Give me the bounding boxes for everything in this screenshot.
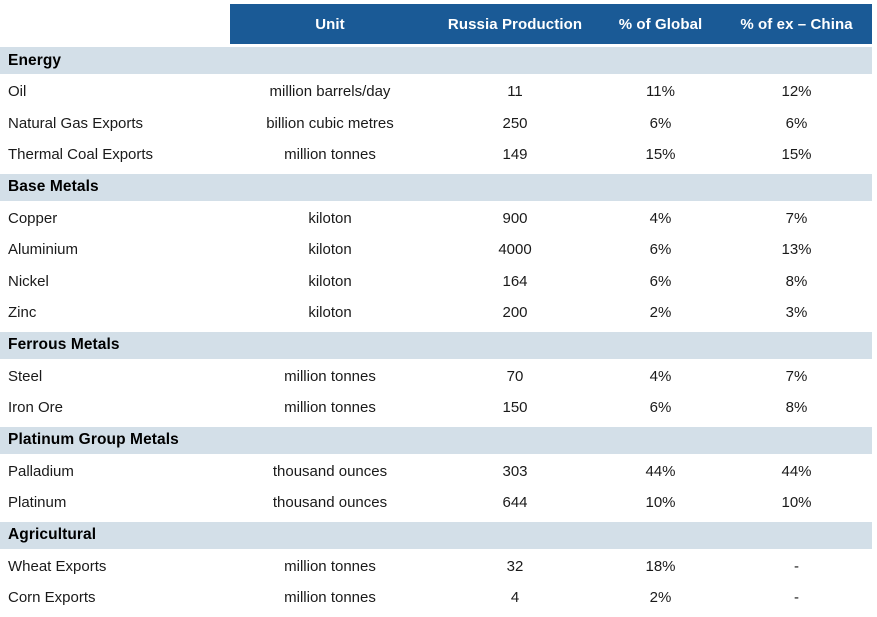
cell-russia-production: 32 [506, 557, 524, 575]
cell-russia-production: 900 [502, 209, 528, 227]
cell-unit: kiloton [308, 304, 352, 322]
cell-unit: million tonnes [284, 146, 376, 164]
cell-pct-global: 2% [649, 589, 672, 607]
cell-pct-ex-china: 12% [781, 83, 812, 101]
cell-unit: thousand ounces [272, 494, 388, 512]
section-title: Platinum Group Metals [0, 426, 872, 454]
table-header-row: Unit Russia Production % of Global % of … [0, 4, 872, 44]
row-label: Steel [8, 367, 43, 385]
row-label: Corn Exports [8, 589, 96, 607]
cell-pct-ex-china: 13% [781, 241, 812, 259]
section-title: Base Metals [0, 173, 872, 201]
cell-pct-ex-china: 8% [785, 272, 808, 290]
column-header-pct-ex-china: % of ex – China [721, 4, 872, 44]
row-label: Iron Ore [8, 399, 64, 417]
cell-russia-production: 250 [502, 114, 528, 132]
cell-pct-global: 6% [649, 399, 672, 417]
cell-unit: thousand ounces [272, 462, 388, 480]
row-label: Wheat Exports [8, 557, 107, 575]
row-label: Zinc [8, 304, 37, 322]
cell-unit: billion cubic metres [266, 114, 394, 132]
cell-pct-global: 4% [649, 209, 672, 227]
table-row: Platinum thousand ounces 644 10% 10% [0, 487, 872, 519]
cell-russia-production: 164 [502, 272, 528, 290]
cell-pct-global: 15% [645, 146, 676, 164]
cell-russia-production: 644 [502, 494, 528, 512]
cell-pct-global: 6% [649, 114, 672, 132]
row-label: Thermal Coal Exports [8, 146, 154, 164]
cell-russia-production: 4 [510, 589, 520, 607]
cell-pct-global: 4% [649, 367, 672, 385]
row-label: Oil [8, 83, 27, 101]
table-row: Nickel kiloton 164 6% 8% [0, 266, 872, 298]
cell-pct-global: 44% [645, 462, 676, 480]
table-row: Aluminium kiloton 4000 6% 13% [0, 234, 872, 266]
row-label: Aluminium [8, 241, 79, 259]
cell-russia-production: 150 [502, 399, 528, 417]
cell-unit: million barrels/day [269, 83, 391, 101]
table-row: Iron Ore million tonnes 150 6% 8% [0, 392, 872, 424]
cell-russia-production: 200 [502, 304, 528, 322]
cell-unit: kiloton [308, 241, 352, 259]
row-label: Palladium [8, 462, 74, 480]
cell-russia-production: 4000 [498, 241, 532, 259]
table-row: Corn Exports million tonnes 4 2% - [0, 582, 872, 614]
table-row: Thermal Coal Exports million tonnes 149 … [0, 139, 872, 171]
column-header-unit: Unit [230, 4, 430, 44]
cell-unit: kiloton [308, 209, 352, 227]
cell-russia-production: 149 [502, 146, 528, 164]
cell-unit: million tonnes [284, 589, 376, 607]
row-label: Natural Gas Exports [8, 114, 144, 132]
cell-pct-ex-china: 10% [781, 494, 812, 512]
cell-pct-global: 11% [646, 83, 675, 101]
row-label: Platinum [8, 494, 67, 512]
section-header-row-agricultural: Agricultural [0, 519, 872, 551]
commodity-production-table: Unit Russia Production % of Global % of … [0, 4, 872, 614]
section-title: Ferrous Metals [0, 331, 872, 359]
row-label: Copper [8, 209, 58, 227]
table-row: Palladium thousand ounces 303 44% 44% [0, 456, 872, 488]
cell-pct-ex-china: - [794, 557, 799, 575]
cell-unit: million tonnes [284, 367, 376, 385]
table-row: Zinc kiloton 200 2% 3% [0, 297, 872, 329]
cell-pct-ex-china: 15% [781, 146, 812, 164]
table-row: Wheat Exports million tonnes 32 18% - [0, 551, 872, 583]
cell-pct-ex-china: 6% [785, 114, 808, 132]
section-header-row-energy: Energy [0, 44, 872, 76]
cell-pct-global: 10% [645, 494, 676, 512]
column-header-russia-production: Russia Production [430, 4, 600, 44]
cell-pct-global: 2% [649, 304, 672, 322]
cell-pct-global: 6% [649, 272, 672, 290]
cell-russia-production: 11 [507, 83, 523, 101]
section-header-row-platinum-group-metals: Platinum Group Metals [0, 424, 872, 456]
section-title: Energy [0, 47, 872, 74]
cell-pct-global: 6% [649, 241, 672, 259]
cell-unit: million tonnes [284, 399, 376, 417]
cell-pct-ex-china: 7% [785, 367, 808, 385]
section-title: Agricultural [0, 521, 872, 549]
cell-pct-ex-china: - [794, 589, 799, 607]
cell-unit: million tonnes [284, 557, 376, 575]
cell-pct-ex-china: 8% [785, 399, 808, 417]
section-header-row-base-metals: Base Metals [0, 171, 872, 203]
cell-pct-ex-china: 44% [781, 462, 812, 480]
cell-pct-ex-china: 7% [785, 209, 808, 227]
column-header-pct-global: % of Global [600, 4, 721, 44]
row-label: Nickel [8, 272, 49, 290]
table-row: Copper kiloton 900 4% 7% [0, 203, 872, 235]
cell-unit: kiloton [308, 272, 352, 290]
table-row: Oil million barrels/day 11 11% 12% [0, 76, 872, 108]
section-header-row-ferrous-metals: Ferrous Metals [0, 329, 872, 361]
table-row: Natural Gas Exports billion cubic metres… [0, 108, 872, 140]
cell-pct-global: 18% [645, 557, 676, 575]
cell-russia-production: 70 [506, 367, 524, 385]
cell-russia-production: 303 [502, 462, 528, 480]
table-row: Steel million tonnes 70 4% 7% [0, 361, 872, 393]
cell-pct-ex-china: 3% [785, 304, 808, 322]
